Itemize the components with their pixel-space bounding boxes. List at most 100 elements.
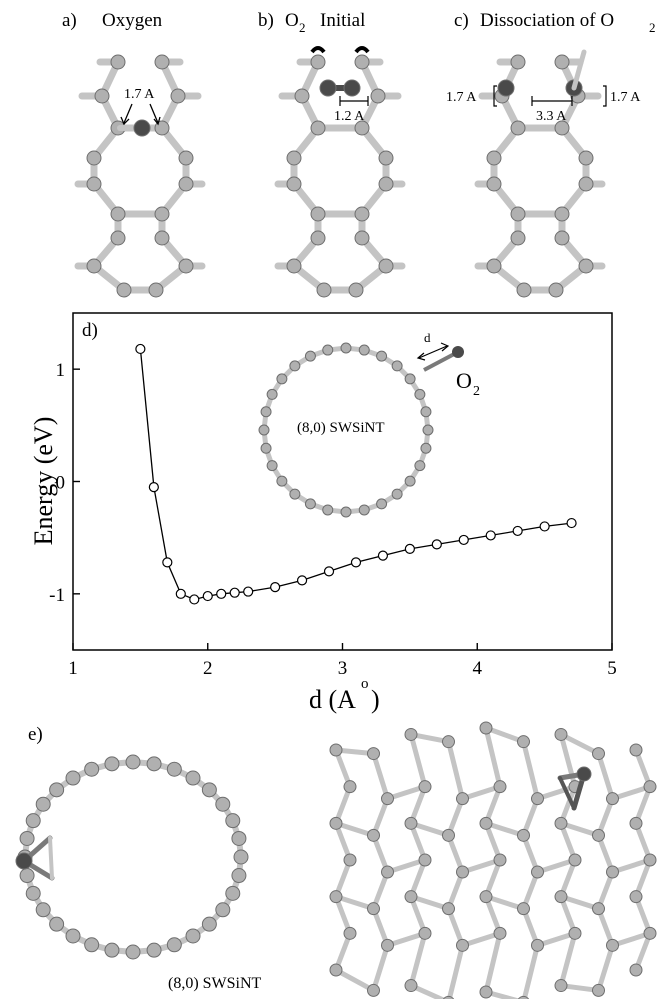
atom bbox=[367, 747, 380, 761]
bond bbox=[571, 49, 587, 91]
bond bbox=[596, 832, 615, 875]
bond bbox=[408, 820, 451, 838]
bond bbox=[483, 894, 503, 936]
data-point bbox=[431, 539, 442, 550]
x-tick-label: 4 bbox=[473, 658, 483, 679]
atom bbox=[554, 890, 568, 904]
atom bbox=[418, 926, 432, 940]
atom bbox=[414, 388, 426, 400]
bond bbox=[446, 869, 465, 912]
atom bbox=[166, 761, 182, 777]
atom bbox=[629, 743, 643, 757]
panel-a-structure bbox=[74, 54, 206, 298]
atom bbox=[381, 865, 394, 879]
atom bbox=[479, 985, 493, 999]
atom bbox=[592, 983, 605, 997]
bond bbox=[610, 857, 653, 875]
atom bbox=[146, 756, 162, 772]
atom bbox=[376, 350, 388, 362]
atom bbox=[376, 498, 388, 510]
atom bbox=[420, 442, 432, 454]
atom bbox=[110, 54, 126, 70]
bond bbox=[460, 930, 503, 948]
data-point bbox=[458, 534, 469, 546]
bond bbox=[483, 725, 526, 745]
atom bbox=[329, 743, 343, 757]
atom bbox=[554, 979, 568, 993]
atom bbox=[329, 890, 343, 904]
data-point bbox=[175, 588, 186, 599]
bond bbox=[535, 857, 578, 875]
bond bbox=[333, 784, 353, 826]
bond bbox=[535, 784, 578, 802]
atom bbox=[420, 406, 432, 418]
atom bbox=[404, 979, 418, 993]
atom bbox=[329, 816, 343, 830]
atom bbox=[486, 150, 502, 166]
panel-a: a) Oxygen 1.7 A bbox=[62, 10, 206, 298]
atom bbox=[554, 206, 570, 222]
y-tick-label: -1 bbox=[49, 585, 65, 606]
atom bbox=[568, 853, 582, 867]
bond bbox=[483, 857, 503, 900]
data-point bbox=[216, 588, 227, 599]
panel-b-title-main: O bbox=[285, 10, 299, 31]
atom bbox=[25, 813, 41, 829]
atom bbox=[517, 828, 530, 842]
atom bbox=[576, 766, 592, 782]
panel-c-bond-mid: 3.3 A bbox=[536, 109, 567, 124]
inset-o2-bond bbox=[423, 350, 459, 372]
bond bbox=[558, 820, 601, 838]
atom bbox=[231, 830, 247, 846]
inset-distance-arrow bbox=[416, 342, 450, 361]
atom bbox=[367, 828, 380, 842]
inset-nanotube: d O 2 (8,0) SWSiNT bbox=[258, 330, 480, 518]
atom bbox=[125, 754, 141, 770]
atom bbox=[343, 780, 357, 794]
bond bbox=[333, 820, 376, 838]
atom bbox=[493, 780, 507, 794]
atom bbox=[456, 792, 469, 806]
bond bbox=[408, 894, 428, 936]
bond bbox=[408, 820, 428, 863]
data-point bbox=[270, 581, 281, 593]
atom bbox=[354, 54, 370, 70]
atom bbox=[418, 780, 432, 794]
atom bbox=[310, 206, 326, 222]
atom bbox=[185, 928, 201, 944]
atom bbox=[49, 782, 65, 798]
atom bbox=[381, 792, 394, 806]
atom bbox=[578, 258, 594, 274]
x-tick-label: 3 bbox=[338, 658, 348, 679]
bond bbox=[558, 784, 578, 826]
panel-e-letter: e) bbox=[28, 724, 43, 745]
atom bbox=[442, 995, 455, 999]
y-ticks: 1 0 -1 bbox=[49, 360, 80, 606]
atom bbox=[319, 79, 337, 97]
panel-e-caption: (8,0) SWSiNT bbox=[168, 975, 262, 992]
bond bbox=[596, 942, 615, 993]
atom bbox=[554, 120, 570, 136]
bond bbox=[596, 796, 615, 838]
bond bbox=[610, 784, 653, 802]
x-tick-label: 2 bbox=[203, 658, 213, 679]
inset-tube-label: (8,0) SWSiNT bbox=[297, 420, 385, 436]
bond bbox=[333, 747, 353, 790]
atom bbox=[65, 928, 81, 944]
bond bbox=[483, 820, 526, 838]
data-point bbox=[148, 482, 159, 493]
panel-a-arrows bbox=[120, 103, 161, 126]
y-tick-label: 1 bbox=[56, 360, 66, 381]
bond bbox=[408, 930, 428, 989]
atom bbox=[104, 756, 120, 772]
atom bbox=[367, 983, 380, 997]
panel-e-side-view bbox=[329, 721, 657, 999]
panel-e-ring-view bbox=[15, 754, 249, 960]
bond bbox=[333, 930, 353, 973]
atom bbox=[286, 258, 302, 274]
atom bbox=[568, 926, 582, 940]
bond bbox=[633, 930, 653, 973]
bond bbox=[558, 894, 601, 912]
x-tick-label: 5 bbox=[607, 658, 617, 679]
data-point bbox=[539, 521, 550, 532]
